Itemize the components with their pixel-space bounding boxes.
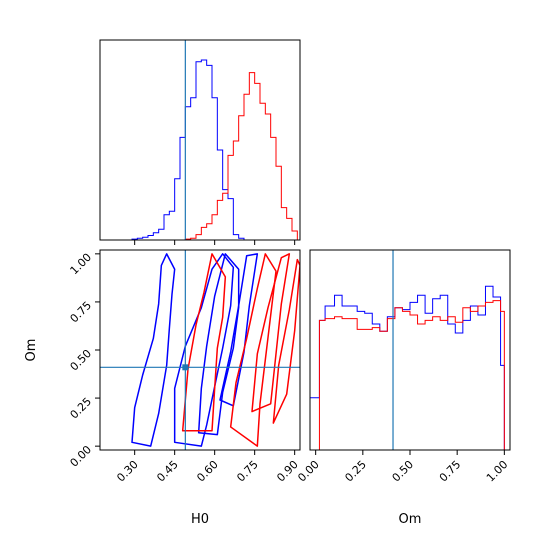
joint-frame — [99, 249, 301, 451]
x-axis-label-h0: H0 — [191, 512, 209, 527]
H0-marginal-series-1 — [100, 72, 298, 241]
om-marginal-xtick-label-1: 0.25 — [342, 458, 369, 485]
om-marginal-xtick-label-2: 0.50 — [390, 458, 417, 485]
contour-line-3 — [219, 253, 259, 407]
om-marginal-panel: 0.00 0.25 0.50 0.75 1.00 Om — [295, 249, 511, 527]
H0-marginal-series-0 — [100, 59, 298, 241]
om-marginal-xtick-label-0: 0.00 — [295, 458, 322, 485]
om-marginal-frame — [309, 249, 511, 451]
h0-xtick-label-3: 0.75 — [234, 458, 261, 485]
om-ytick-label-2: 0.50 — [68, 347, 95, 374]
x-axis-label-om: Om — [399, 512, 422, 527]
om-ytick-label-1: 0.25 — [68, 395, 95, 422]
contour-line-4 — [181, 253, 227, 432]
truth-marker — [182, 364, 189, 371]
contour-line-6 — [251, 253, 291, 413]
om-ytick-label-3: 0.75 — [68, 299, 95, 326]
om-marginal-xtick-label-3: 0.75 — [437, 458, 464, 485]
contour-line-0 — [131, 253, 176, 447]
om-marginal-xtick-label-4: 1.00 — [484, 458, 511, 485]
h0-om-joint-panel: 0.30 0.45 0.60 0.75 0.90 0.00 0.25 0.50 0.75 1.0… — [24, 249, 301, 527]
Om-marginal-series-1 — [310, 300, 510, 451]
om-ytick-label-0: 0.00 — [68, 443, 95, 470]
h0-xtick-label-1: 0.45 — [154, 458, 181, 485]
h0-xtick-label-4: 0.90 — [274, 458, 301, 485]
contour-line-7 — [272, 258, 300, 424]
y-axis-label-om: Om — [24, 339, 39, 362]
h0-xtick-label-2: 0.60 — [194, 458, 221, 485]
Om-marginal-series-0 — [309, 285, 510, 451]
h0-xtick-label-0: 0.30 — [114, 458, 141, 485]
contour-line-5 — [229, 253, 277, 447]
om-ytick-label-4: 1.00 — [68, 251, 95, 278]
contour-line-2 — [197, 253, 240, 436]
h0-marginal-frame — [99, 39, 301, 241]
h0-marginal-panel — [99, 39, 301, 245]
